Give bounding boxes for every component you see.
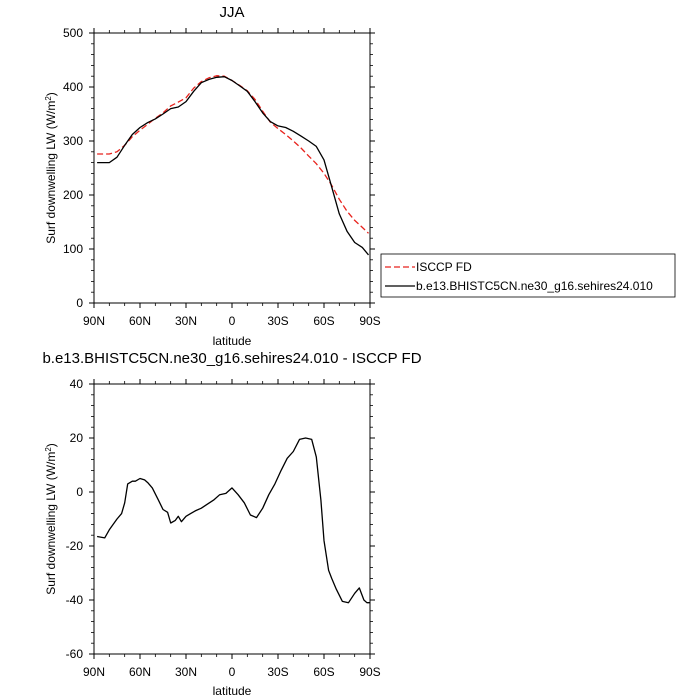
x-tick-label: 90S: [359, 314, 380, 328]
y-tick-label: -60: [66, 647, 84, 661]
top-chart-panel: JJA 90N 60N 30N 0 30S 60S 90S0100200300400500 …: [44, 4, 381, 348]
y-tick-label: 300: [63, 134, 83, 148]
bottom-chart-series-layer: [96, 437, 370, 604]
y-tick-label: 400: [63, 80, 83, 94]
legend-box: [380, 253, 676, 298]
top-chart-legend: ISCCP FD b.e13.BHISTC5CN.ne30_g16.sehire…: [380, 253, 676, 298]
series-line-model: [97, 76, 370, 256]
x-tick-label: 60N: [129, 314, 151, 328]
y-tick-label: 0: [76, 296, 83, 310]
top-chart-ylabel: Surf downwelling LW (W/m2): [44, 92, 59, 244]
x-tick-label: 30S: [267, 665, 288, 679]
top-chart-ticks: 90N 60N 30N 0 30S 60S 90S 0 100 200 300 400 500: [63, 26, 381, 328]
x-tick-label: 0: [229, 665, 236, 679]
top-chart-series-layer: [97, 75, 370, 256]
x-tick-label: 60N: [129, 665, 151, 679]
x-tick-label: 30N: [175, 314, 197, 328]
x-tick-label: 30S: [267, 314, 288, 328]
bottom-chart-panel: b.e13.BHISTC5CN.ne30_g16.sehires24.010 -…: [42, 350, 421, 698]
bottom-chart-ylabel-main: Surf downwelling LW (W/m: [44, 452, 58, 595]
y-tick-label: 200: [63, 188, 83, 202]
x-tick-label: 90N: [83, 314, 105, 328]
y-tick-label: 20: [70, 431, 84, 445]
x-tick-label: 90N: [83, 665, 105, 679]
x-tick-label: 30N: [175, 665, 197, 679]
series-line-isccp-fd: [97, 75, 369, 234]
x-tick-label: 60S: [313, 314, 334, 328]
top-chart-ylabel-close: ): [44, 92, 58, 96]
y-tick-label: 500: [63, 26, 83, 40]
series-line-difference: [96, 437, 370, 604]
bottom-chart-ticks: 90N 60N 30N 0 30S 60S 90S -60 -40 -20 0 20 40: [66, 377, 381, 679]
top-chart-title: JJA: [219, 4, 244, 21]
x-tick-label: 60S: [313, 665, 334, 679]
y-tick-label: -40: [66, 593, 84, 607]
y-tick-label: 0: [76, 485, 83, 499]
top-chart-ylabel-superscript: 2: [44, 96, 53, 101]
bottom-chart-ylabel-close: ): [44, 443, 58, 447]
top-chart-xlabel: latitude: [213, 334, 252, 348]
top-chart-plot-frame: [93, 32, 371, 304]
legend-label-isccp-fd: ISCCP FD: [416, 260, 472, 274]
bottom-chart-title: b.e13.BHISTC5CN.ne30_g16.sehires24.010 -…: [42, 350, 421, 367]
bottom-chart-xlabel: latitude: [213, 684, 252, 698]
bottom-chart-ylabel-superscript: 2: [44, 447, 53, 452]
x-tick-label: 90S: [359, 665, 380, 679]
x-tick-label: 0: [229, 314, 236, 328]
bottom-chart-ylabel: Surf downwelling LW (W/m2): [44, 443, 59, 595]
y-tick-label: 100: [63, 242, 83, 256]
y-tick-label: 40: [70, 377, 84, 391]
y-tick-label: -20: [66, 539, 84, 553]
legend-label-model: b.e13.BHISTC5CN.ne30_g16.sehires24.010: [416, 279, 653, 293]
bottom-chart-plot-frame: [93, 383, 371, 655]
top-chart-ylabel-main: Surf downwelling LW (W/m: [44, 101, 58, 244]
